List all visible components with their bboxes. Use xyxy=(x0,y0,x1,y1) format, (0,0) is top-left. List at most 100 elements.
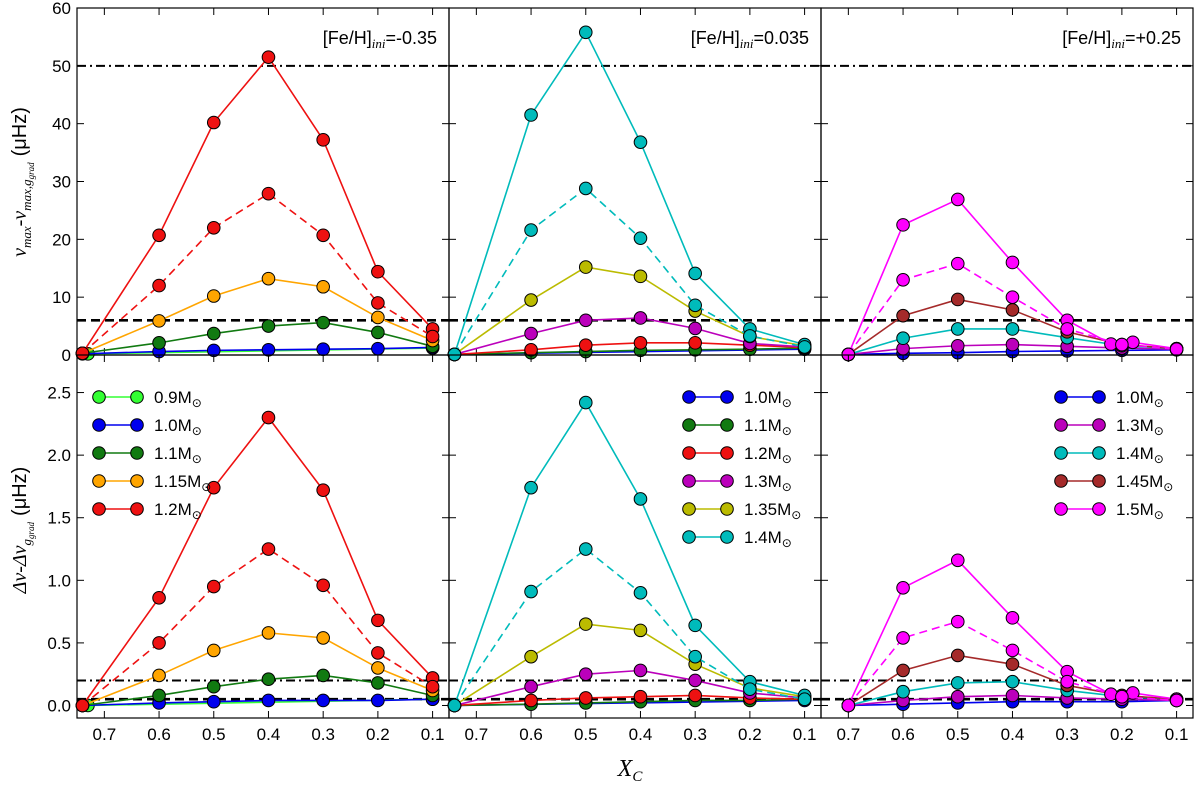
data-point xyxy=(524,679,538,694)
data-point xyxy=(316,631,330,645)
data-point xyxy=(316,279,330,294)
data-point xyxy=(524,693,538,708)
data-point xyxy=(1115,337,1129,352)
data-point xyxy=(1005,303,1020,317)
legend-label: 1.2M⊙ xyxy=(154,500,202,522)
legend-label: 1.0M⊙ xyxy=(154,416,202,438)
y-axis-label-top: νmax-νmax,ggrad(μHz) xyxy=(9,107,36,257)
data-point xyxy=(371,296,385,310)
legend: 1.0M⊙ 1.3M⊙ 1.4M⊙ 1.45M⊙ 1.5M⊙ xyxy=(1054,388,1173,522)
legend-marker xyxy=(1054,474,1068,488)
legend-label: 0.9M⊙ xyxy=(154,388,202,410)
legend-item: 1.3M⊙ xyxy=(1054,416,1164,438)
legend-marker xyxy=(682,530,696,544)
legend: 0.9M⊙ 1.0M⊙ 1.1M⊙ 1.15M⊙ 1.2M⊙ xyxy=(92,388,211,522)
data-point xyxy=(261,342,276,357)
panel-title: [Fe/H]ini=-0.35 xyxy=(323,28,437,51)
data-point xyxy=(316,483,330,497)
data-point xyxy=(578,25,593,40)
data-point xyxy=(896,684,910,699)
legend-marker xyxy=(1054,418,1068,432)
data-point xyxy=(1005,611,1020,625)
legend-marker xyxy=(682,418,696,432)
panel-bottom-right: 0.7 0.6 0.5 0.4 0.3 0.2 0.1 1.0M⊙ 1.3M⊙ 1.4M⊙ 1.45… xyxy=(820,354,1194,744)
legend-marker xyxy=(130,446,144,460)
data-point xyxy=(688,266,702,281)
y-tick-label: 2.5 xyxy=(47,384,71,403)
data-point xyxy=(371,264,385,279)
data-point xyxy=(152,278,166,293)
legend-item: 1.3M⊙ xyxy=(682,472,792,494)
panels-layer: 0 10 20 30 40 50 60 [Fe/H]ini=-0.35 [Fe/H]ini=0.… xyxy=(47,0,1194,744)
legend-marker xyxy=(720,530,734,544)
data-point xyxy=(1115,689,1129,704)
legend-marker xyxy=(1092,502,1106,516)
data-point xyxy=(316,228,330,243)
data-point xyxy=(524,649,538,664)
data-point xyxy=(261,542,276,556)
data-point xyxy=(950,192,965,207)
data-point xyxy=(896,308,910,323)
legend-marker xyxy=(720,418,734,432)
data-point xyxy=(578,667,593,681)
data-point xyxy=(261,626,276,640)
data-point xyxy=(633,586,648,600)
data-point xyxy=(578,617,593,631)
data-point xyxy=(896,663,910,678)
x-tick-label: 0.5 xyxy=(574,725,598,744)
legend-marker xyxy=(1054,446,1068,460)
legend-label: 1.35M⊙ xyxy=(744,500,801,522)
data-point xyxy=(578,181,593,196)
data-point xyxy=(688,673,702,688)
data-point xyxy=(206,643,221,658)
data-point xyxy=(316,133,330,147)
legend-item: 1.5M⊙ xyxy=(1054,500,1164,522)
data-point xyxy=(152,668,166,683)
data-point xyxy=(578,260,593,274)
data-point xyxy=(261,50,276,64)
data-point xyxy=(316,342,330,357)
data-point xyxy=(152,314,166,328)
data-point xyxy=(950,256,965,271)
legend-label: 1.1M⊙ xyxy=(154,444,202,466)
legend-marker xyxy=(1092,418,1106,432)
data-point xyxy=(797,692,812,707)
data-point xyxy=(206,220,221,235)
legend-item: 0.9M⊙ xyxy=(92,388,202,410)
data-point xyxy=(688,321,702,336)
data-point xyxy=(950,689,965,704)
data-point xyxy=(688,688,702,703)
legend-marker xyxy=(1092,474,1106,488)
legend-marker xyxy=(720,502,734,516)
x-tick-label: 0.5 xyxy=(202,725,226,744)
data-point xyxy=(950,322,965,336)
data-point xyxy=(524,108,538,122)
data-point xyxy=(1005,657,1020,671)
data-point xyxy=(578,338,593,352)
legend-label: 1.3M⊙ xyxy=(1116,416,1164,438)
x-tick-label: 0.3 xyxy=(311,725,335,744)
data-point xyxy=(152,228,166,243)
legend-marker xyxy=(720,474,734,488)
x-tick-label: 0.6 xyxy=(891,725,915,744)
data-point xyxy=(1005,322,1020,336)
y-tick-label: 1.0 xyxy=(47,571,71,590)
x-tick-label: 0.2 xyxy=(738,725,762,744)
x-axis-label: XC xyxy=(617,756,644,783)
data-point xyxy=(371,310,385,325)
legend-marker xyxy=(92,502,106,516)
data-point xyxy=(896,218,910,232)
data-point xyxy=(75,698,90,713)
legend-label: 1.4M⊙ xyxy=(744,528,792,550)
data-point xyxy=(896,581,910,595)
legend-item: 1.0M⊙ xyxy=(1054,388,1164,410)
y-tick-label: 1.5 xyxy=(47,509,71,528)
y-axis-label-bottom: Δν-Δνggrad(μHz) xyxy=(9,467,36,595)
data-point xyxy=(524,480,538,495)
y-tick-label: 0 xyxy=(62,346,71,365)
y-tick-label: 20 xyxy=(52,230,71,249)
x-tick-label: 0.7 xyxy=(93,725,117,744)
data-point xyxy=(633,269,648,284)
data-point xyxy=(261,410,276,425)
